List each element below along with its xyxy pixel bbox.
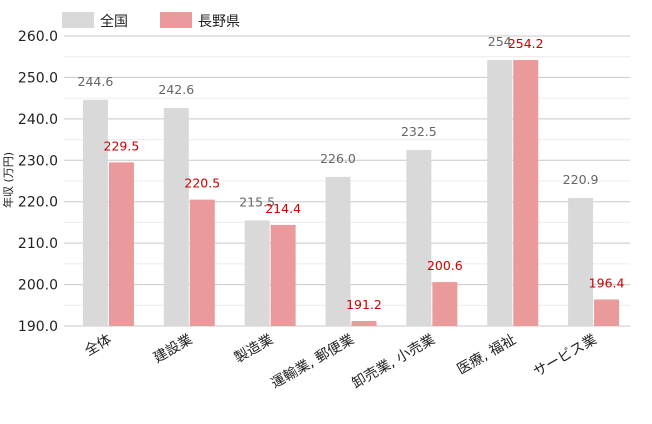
legend-swatch: [160, 12, 192, 28]
data-label: 232.5: [401, 124, 437, 139]
y-axis: 190.0 200.0 210.0 220.0 230.0 240.0 250.0 260.0: [18, 29, 58, 335]
x-tick-label: 運輸業, 郵便業: [269, 332, 357, 392]
y-tick-label: 250.0: [18, 70, 58, 86]
bar: [432, 282, 458, 326]
data-label: 254: [488, 34, 512, 49]
legend-swatch: [62, 12, 94, 28]
bar: [568, 197, 594, 326]
bars: [82, 60, 620, 327]
data-label: 242.6: [158, 82, 194, 97]
bar: [325, 176, 351, 326]
data-label: 191.2: [346, 297, 382, 312]
y-tick-label: 220.0: [18, 195, 58, 211]
y-tick-label: 210.0: [18, 236, 58, 252]
data-label: 214.4: [265, 201, 301, 216]
bar: [163, 108, 189, 326]
x-tick-label: サービス業: [531, 332, 600, 381]
bar: [594, 299, 620, 326]
data-label: 196.4: [589, 275, 625, 290]
data-label: 220.5: [184, 176, 220, 191]
bar: [487, 60, 513, 327]
data-label: 220.9: [563, 172, 599, 187]
legend-label: 長野県: [198, 14, 240, 30]
x-tick-label: 製造業: [232, 332, 276, 367]
bar: [189, 199, 215, 326]
x-tick-label: 建設業: [151, 332, 195, 367]
y-tick-label: 240.0: [18, 112, 58, 128]
data-label: 215.5: [239, 194, 275, 209]
y-tick-label: 200.0: [18, 278, 58, 294]
x-tick-label: 全体: [82, 331, 115, 360]
y-tick-label: 260.0: [18, 29, 58, 45]
bar: [351, 321, 377, 326]
data-label: 254.2: [508, 36, 544, 51]
data-label: 226.0: [320, 151, 356, 166]
bar: [406, 149, 432, 326]
bar: [244, 220, 270, 326]
data-label: 229.5: [104, 138, 140, 153]
bar: [108, 162, 134, 326]
data-label: 200.6: [427, 258, 463, 273]
data-label: 244.6: [78, 74, 114, 89]
bar: [82, 99, 108, 326]
legend: 全国 長野県: [62, 12, 240, 30]
y-tick-label: 190.0: [18, 319, 58, 335]
x-tick-label: 医療, 福祉: [454, 331, 519, 378]
y-axis-label: 年収 (万円): [1, 152, 15, 208]
legend-label: 全国: [100, 13, 128, 30]
x-tick-label: 卸売業, 小売業: [349, 332, 437, 392]
bar: [270, 224, 296, 326]
y-tick-label: 230.0: [18, 153, 58, 169]
bar: [513, 60, 539, 327]
